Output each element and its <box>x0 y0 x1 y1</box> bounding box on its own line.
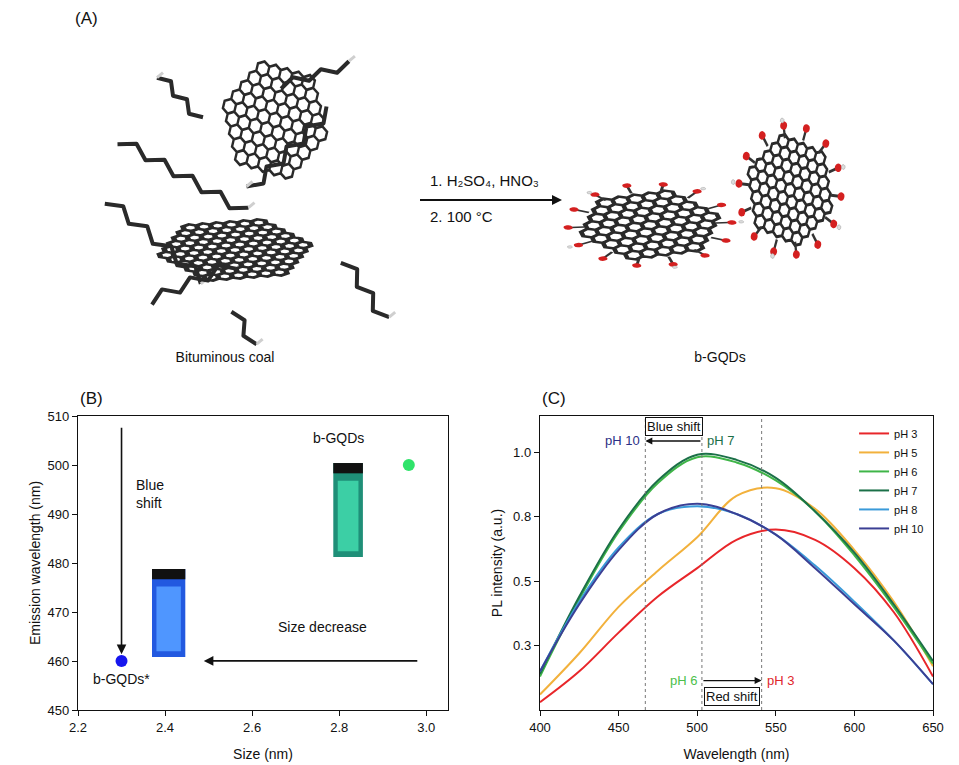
svg-text:550: 550 <box>765 720 787 735</box>
svg-text:1.0: 1.0 <box>513 445 531 460</box>
svg-text:450: 450 <box>47 703 69 718</box>
svg-text:pH 3: pH 3 <box>767 673 794 688</box>
svg-text:2.6: 2.6 <box>243 720 261 735</box>
svg-text:0.8: 0.8 <box>513 509 531 524</box>
svg-text:pH 6: pH 6 <box>670 673 697 688</box>
svg-text:600: 600 <box>844 720 866 735</box>
svg-text:Bituminous coal: Bituminous coal <box>176 349 275 365</box>
svg-text:2.2: 2.2 <box>69 720 87 735</box>
svg-text:2.4: 2.4 <box>156 720 174 735</box>
svg-text:0.5: 0.5 <box>513 574 531 589</box>
svg-text:pH 3: pH 3 <box>894 428 917 440</box>
svg-text:490: 490 <box>47 507 69 522</box>
svg-text:510: 510 <box>47 409 69 424</box>
svg-text:b-GQDs: b-GQDs <box>313 430 364 446</box>
svg-text:pH 10: pH 10 <box>605 433 640 448</box>
svg-text:pH 10: pH 10 <box>894 523 923 535</box>
svg-text:460: 460 <box>47 654 69 669</box>
svg-text:650: 650 <box>922 720 944 735</box>
svg-text:b-GQDs: b-GQDs <box>694 349 745 365</box>
svg-text:(B): (B) <box>80 389 103 408</box>
svg-text:(C): (C) <box>542 389 566 408</box>
svg-text:Red shift: Red shift <box>706 689 758 704</box>
svg-text:480: 480 <box>47 556 69 571</box>
svg-text:Blueshift: Blueshift <box>136 477 164 511</box>
svg-text:pH 6: pH 6 <box>894 466 917 478</box>
svg-text:Size decrease: Size decrease <box>278 619 367 635</box>
svg-text:PL intensity (a.u.): PL intensity (a.u.) <box>489 509 505 617</box>
svg-text:pH 7: pH 7 <box>707 433 734 448</box>
svg-text:Wavelength (nm): Wavelength (nm) <box>683 746 789 762</box>
svg-text:Size (nm): Size (nm) <box>233 746 293 762</box>
svg-text:2.8: 2.8 <box>330 720 348 735</box>
svg-text:(A): (A) <box>75 9 98 28</box>
svg-text:pH 5: pH 5 <box>894 447 917 459</box>
svg-text:500: 500 <box>47 458 69 473</box>
svg-text:500: 500 <box>686 720 708 735</box>
svg-text:Emission wavelength (nm): Emission wavelength (nm) <box>27 481 43 645</box>
svg-text:1. H₂SO₄, HNO₃: 1. H₂SO₄, HNO₃ <box>430 172 539 189</box>
svg-text:0.3: 0.3 <box>513 638 531 653</box>
svg-text:2. 100 °C: 2. 100 °C <box>430 208 493 225</box>
svg-text:pH 7: pH 7 <box>894 485 917 497</box>
svg-text:450: 450 <box>608 720 630 735</box>
svg-text:b-GQDs*: b-GQDs* <box>93 671 150 687</box>
svg-text:400: 400 <box>529 720 551 735</box>
svg-text:3.0: 3.0 <box>417 720 435 735</box>
svg-text:Blue shift: Blue shift <box>647 419 701 434</box>
svg-text:470: 470 <box>47 605 69 620</box>
svg-text:pH 8: pH 8 <box>894 504 917 516</box>
